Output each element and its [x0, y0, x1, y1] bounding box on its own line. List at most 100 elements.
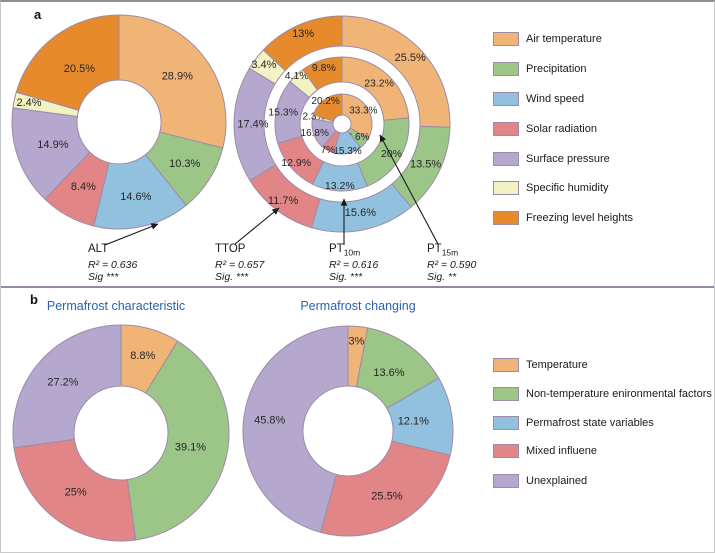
pie-slice-alt-6	[15, 14, 120, 111]
pie-slice-label: 6.6%	[347, 132, 370, 143]
pie-slice-label: 11.7%	[268, 195, 299, 207]
annotation-arrow	[104, 223, 159, 246]
annotation-pt10m: PT10m R² = 0.616 Sig. ***	[329, 243, 378, 284]
pie-slice-permafrost-characteristic-3	[12, 324, 122, 449]
panel-separator	[1, 286, 714, 288]
annotation-pt15m-title: PT15m	[427, 243, 459, 258]
chart-alt-variance-donut: 28.9% 10.3% 14.6% 8.4% 14.9% 2.4% 20.5%	[11, 14, 227, 230]
legend-swatch	[493, 387, 519, 401]
annotation-pt15m-r2: R² = 0.590	[427, 258, 477, 271]
legend-label: Precipitation	[526, 63, 587, 75]
pie-slice-label: 17.4%	[237, 118, 268, 130]
annotation-ttop-title: TTOP	[215, 243, 246, 255]
annotation-arrow	[234, 207, 280, 245]
legend-label: Unexplained	[526, 475, 588, 487]
annotation-alt-r2: R² = 0.636	[88, 258, 138, 271]
pie-slice-permafrost-characteristic-2	[13, 438, 137, 542]
legend-item-mixed-influene: Mixed influene	[493, 444, 597, 458]
pie-slice-label: 28.9%	[162, 71, 193, 83]
legend-swatch	[493, 416, 519, 430]
pie-slice-label: 13.5%	[410, 159, 441, 171]
pie-slice-ttop-6	[262, 15, 343, 72]
annotation-pt10m-title: PT10m	[329, 243, 361, 258]
pie-slice-label: 2.4%	[16, 97, 41, 109]
pie-slice-label: 27.2%	[47, 376, 78, 388]
pie-slice-label: 8.8%	[130, 350, 155, 362]
legend-swatch	[493, 358, 519, 372]
pie-slice-label: 25.5%	[395, 52, 426, 64]
legend-item-freezing-level-heights: Freezing level heights	[493, 211, 633, 225]
pie-slice-label: 13.2%	[325, 180, 355, 192]
pie-slice-label: 12.9%	[281, 157, 311, 169]
annotation-alt-title: ALT	[88, 243, 109, 255]
pie-slice-label: 15.3%	[333, 146, 361, 157]
pie-slice-label: 9.8%	[312, 62, 336, 74]
pie-slice-permafrost-changing-3	[319, 440, 451, 537]
legend-label: Non-temperature enironmental factors	[526, 388, 712, 400]
pie-slice-label: 4.1%	[285, 70, 309, 82]
annotation-pt10m-sig: Sig. ***	[329, 271, 363, 284]
pie-slice-label: 16.8%	[301, 128, 329, 139]
legend-label: Freezing level heights	[526, 212, 634, 224]
legend-item-unexplained: Unexplained	[493, 474, 587, 488]
legend-item-precipitation: Precipitation	[493, 62, 587, 76]
pie-slice-label: 15.3%	[268, 106, 298, 118]
legend-label: Solar radiation	[526, 123, 597, 135]
legend-swatch	[493, 181, 519, 195]
pie-slice-label: 23.2%	[364, 77, 394, 89]
pie-slice-label: 33.3%	[349, 106, 377, 117]
pie-slice-label: 14.9%	[37, 139, 68, 151]
annotation-alt: ALT R² = 0.636 Sig ***	[88, 243, 137, 284]
pie-slice-label: 20.2%	[311, 96, 339, 107]
pie-slice-label: 13.6%	[373, 367, 404, 379]
legend-swatch	[493, 32, 519, 46]
pie-slice-label: 3.4%	[251, 59, 276, 71]
title-permafrost-changing: Permafrost changing	[300, 299, 416, 313]
annotation-pt10m-r2: R² = 0.616	[329, 258, 379, 271]
pie-slice-label: 20%	[381, 148, 402, 160]
pie-slice-label: 2.3%	[303, 111, 326, 122]
legend-swatch	[493, 92, 519, 106]
chart-permafrost-changing-donut: 3% 13.6% 12.1% 25.5% 45.8%	[242, 325, 454, 537]
legend-label: Temperature	[526, 359, 588, 371]
pie-slice-label: 7%	[321, 145, 336, 156]
pie-slice-alt-0	[118, 14, 227, 149]
legend-label: Specific humidity	[526, 182, 609, 194]
pie-slice-label: 13%	[292, 28, 314, 40]
annotation-pt15m-sig: Sig. **	[427, 271, 457, 284]
legend-swatch	[493, 152, 519, 166]
legend-swatch	[493, 122, 519, 136]
title-permafrost-characteristic: Permafrost characteristic	[46, 299, 186, 313]
annotation-ttop-r2: R² = 0.657	[215, 258, 265, 271]
legend-item-wind-speed: Wind speed	[493, 92, 584, 106]
pie-slice-pt15m-0	[341, 93, 373, 139]
annotation-pt15m: PT15m R² = 0.590 Sig. **	[427, 243, 476, 284]
pie-slice-label: 12.1%	[398, 415, 429, 427]
legend-swatch	[493, 444, 519, 458]
pie-slice-label: 8.4%	[71, 181, 96, 193]
panel-b-label: b	[30, 292, 38, 307]
pie-slice-permafrost-changing-4	[242, 325, 349, 533]
pie-slice-label: 45.8%	[254, 415, 285, 427]
legend-item-permafrost-state-variables: Permafrost state variables	[493, 416, 654, 430]
legend-label: Air temperature	[526, 33, 602, 45]
legend-label: Surface pressure	[526, 153, 610, 165]
legend-item-solar-radiation: Solar radiation	[493, 122, 597, 136]
legend-item-specific-humidity: Specific humidity	[493, 181, 609, 195]
pie-slice-label: 25%	[65, 487, 87, 499]
legend-swatch	[493, 474, 519, 488]
legend-label: Wind speed	[526, 93, 585, 105]
legend-item-temperature: Temperature	[493, 358, 588, 372]
pie-slice-label: 39.1%	[175, 442, 206, 454]
pie-slice-label: 20.5%	[64, 63, 95, 75]
annotation-ttop-sig: Sig. ***	[215, 271, 249, 284]
chart-ttop-pt10m-pt15m-variance-rings-outer-to-inner-: 25.5% 13.5% 15.6% 11.7% 17.4% 3.4% 13% 23.2% 20%…	[233, 15, 451, 233]
chart-permafrost-characteristic-donut: 8.8% 39.1% 25% 27.2%	[12, 324, 230, 542]
pie-slice-label: 3%	[349, 335, 365, 347]
pie-slice-label: 15.6%	[345, 207, 376, 219]
pie-slice-pt10m-6	[302, 56, 343, 91]
annotation-alt-sig: Sig ***	[88, 271, 119, 284]
annotation-ttop: TTOP R² = 0.657 Sig. ***	[215, 243, 264, 284]
